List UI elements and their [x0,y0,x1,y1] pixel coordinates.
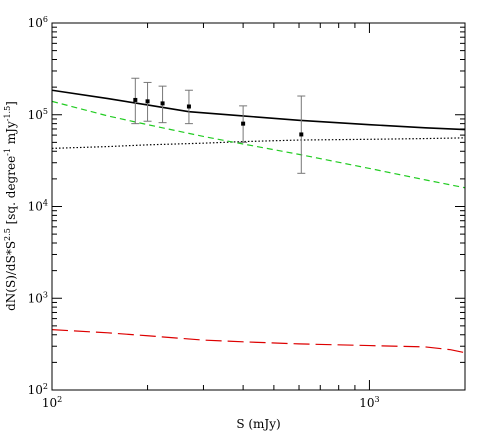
y-axis-label-a-sup: 2.5 [3,228,12,241]
data-point [145,99,150,104]
data-point [241,121,246,126]
y-axis-label-c-sup: -1.5 [3,106,12,121]
major-ticks [51,22,465,391]
y-tick-label-exp: 2 [43,382,48,391]
y-axis-label: dN(S)/dS*S2.5 [sq. degree-1 mJy-1.5] [3,101,18,311]
data-point [186,104,191,109]
series-layer [52,89,465,354]
x-tick-label: 102 [42,395,62,410]
y-tick-label-exp: 3 [43,290,48,299]
y-tick-label: 103 [28,290,48,305]
data-point [133,97,138,102]
minor-ticks [52,23,466,390]
y-tick-label-exp: 6 [43,15,48,24]
y-tick-label: 104 [28,199,48,214]
y-tick-label-base: 10 [28,291,43,305]
y-tick-label-base: 10 [28,16,43,30]
data-point [160,101,165,106]
y-tick-label-exp: 4 [43,199,48,208]
plot-frame [51,22,466,391]
x-tick-label-exp: 3 [375,395,380,404]
series-line-dotted [52,137,465,149]
series-line-dashed [52,100,465,189]
y-tick-label-base: 10 [28,383,43,397]
y-tick-label-base: 10 [28,108,43,122]
data-point [299,132,304,137]
y-tick-label: 105 [28,107,48,122]
y-tick-label: 106 [28,15,48,30]
x-tick-label-exp: 2 [57,395,62,404]
y-tick-label-base: 10 [28,200,43,214]
x-axis-label: S (mJy) [236,417,280,431]
y-axis-label-d: ] [4,101,18,106]
y-axis-label-b-sup: -1 [3,148,12,156]
series-line-longdash [52,329,465,354]
x-tick-label: 103 [359,395,379,410]
data-points [131,77,306,174]
x-tick-label-base: 10 [359,396,374,410]
x-tick-label-base: 10 [42,396,57,410]
y-tick-label-exp: 5 [43,107,48,116]
y-axis-label-b: [sq. degree [4,156,18,228]
y-tick-label: 102 [28,382,48,397]
y-axis-label-a: dN(S)/dS*S [4,241,18,311]
y-axis-label-c: mJy [4,121,18,148]
series-line-solid [52,89,465,131]
